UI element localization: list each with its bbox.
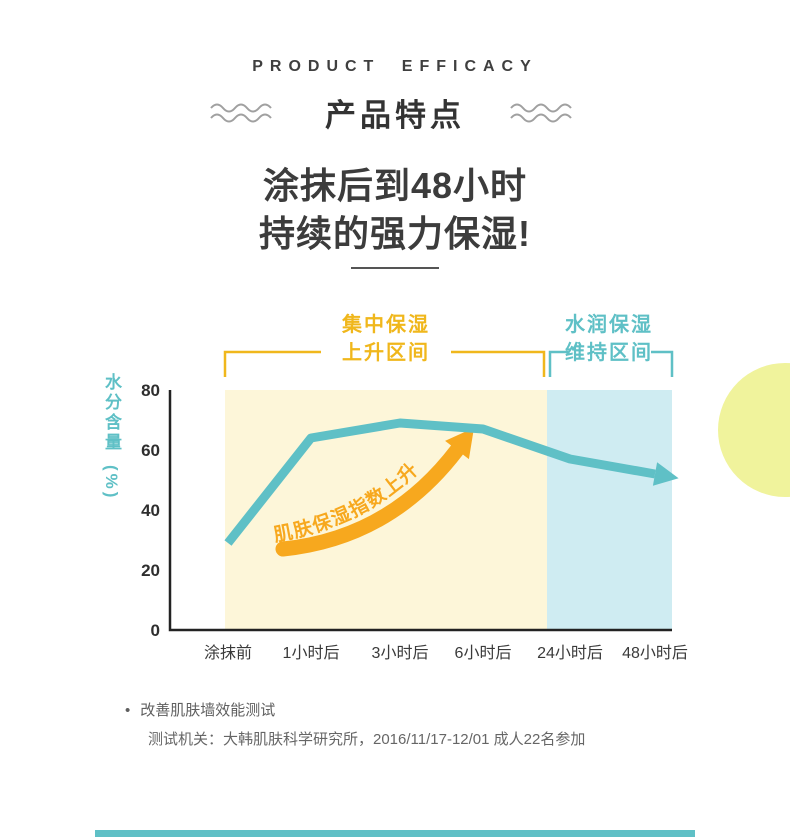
region-label-intensive-line2: 上升区间 bbox=[342, 341, 430, 364]
decorative-circle bbox=[718, 363, 790, 497]
footnotes: • 改善肌肤墙效能测试 测试机关：大韩肌肤科学研究所，2016/11/17-12… bbox=[125, 700, 585, 751]
x-category-label: 6小时后 bbox=[455, 644, 512, 662]
x-category-label: 1小时后 bbox=[283, 644, 340, 662]
rising-arrow bbox=[275, 442, 465, 557]
rising-arrow-head bbox=[445, 427, 474, 460]
headline-line1: 涂抹后到48小时 bbox=[262, 165, 528, 206]
y-tick-label: 0 bbox=[151, 621, 160, 640]
bracket-maintain-region bbox=[548, 350, 674, 377]
footnote-detail: 测试机关：大韩肌肤科学研究所，2016/11/17-12/01 成人22名参加 bbox=[148, 731, 586, 748]
region-label-maintain-line1: 水润保湿 bbox=[565, 312, 653, 336]
moisture-line-arrowhead bbox=[652, 462, 679, 486]
moisture-line-chart: 肌肤保湿指数上升 集中保湿 上升区间 水润保湿 维持区间 806040200涂抹… bbox=[141, 312, 688, 662]
region-band bbox=[547, 390, 672, 630]
region-label-intensive-line1: 集中保湿 bbox=[341, 312, 430, 336]
y-tick-label: 80 bbox=[141, 381, 160, 400]
x-category-label: 48小时后 bbox=[622, 644, 688, 662]
x-category-label: 24小时后 bbox=[537, 644, 603, 662]
wave-decoration-right bbox=[510, 103, 572, 122]
x-category-label: 3小时后 bbox=[372, 644, 429, 662]
y-tick-label: 20 bbox=[141, 561, 160, 580]
section-title-row: 产品特点 bbox=[0, 90, 790, 135]
footnote-title: 改善肌肤墙效能测试 bbox=[140, 702, 276, 719]
x-category-label: 涂抹前 bbox=[204, 644, 252, 662]
headline-divider bbox=[351, 267, 439, 269]
y-axis-title-text: 水分含量 bbox=[102, 373, 121, 453]
moisture-line bbox=[224, 418, 656, 546]
region-label-maintain-line2: 维持区间 bbox=[565, 340, 653, 364]
section-divider-bar bbox=[95, 830, 695, 837]
headline: 涂抹后到48小时 持续的强力保湿! bbox=[0, 162, 790, 258]
bracket-intensive-region bbox=[223, 350, 546, 377]
y-axis-title: 水分含量 (%) bbox=[99, 373, 124, 500]
headline-line2: 持续的强力保湿! bbox=[259, 213, 531, 254]
chart-axes bbox=[168, 390, 672, 632]
eyebrow-title: PRODUCT EFFICACY bbox=[252, 58, 538, 75]
y-tick-label: 40 bbox=[141, 501, 160, 520]
wave-decoration-left bbox=[210, 103, 272, 122]
section-title: 产品特点 bbox=[325, 98, 465, 133]
y-tick-label: 60 bbox=[141, 441, 160, 460]
y-axis-unit: (%) bbox=[102, 464, 121, 501]
bullet-point: • bbox=[125, 702, 131, 719]
